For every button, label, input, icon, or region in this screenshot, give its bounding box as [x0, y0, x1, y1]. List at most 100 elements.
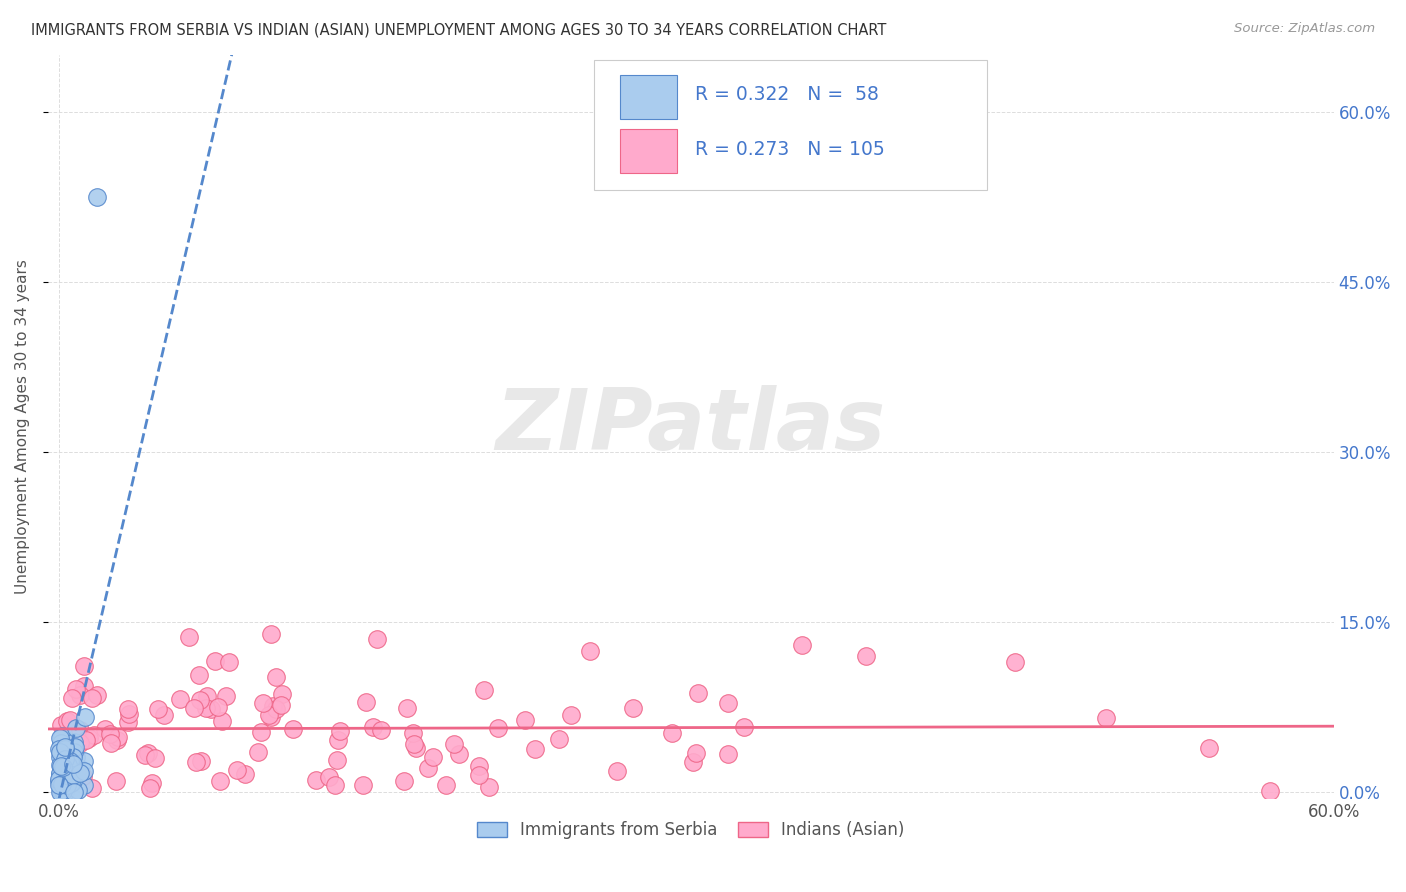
Y-axis label: Unemployment Among Ages 30 to 34 years: Unemployment Among Ages 30 to 34 years — [15, 260, 30, 594]
Point — [1094, 711, 1116, 725]
Point — [606, 764, 628, 778]
Point — [53, 775, 76, 789]
Point — [188, 693, 211, 707]
Point — [416, 761, 439, 775]
Point — [105, 732, 128, 747]
Point — [48, 767, 70, 781]
Point — [186, 755, 208, 769]
Point — [354, 695, 377, 709]
Point — [152, 707, 174, 722]
Point — [468, 768, 491, 782]
Point — [75, 709, 97, 723]
Point — [733, 720, 755, 734]
Point — [169, 691, 191, 706]
Point — [52, 775, 75, 789]
Point — [252, 696, 274, 710]
Point — [51, 783, 73, 797]
Point — [65, 721, 87, 735]
Point — [56, 744, 79, 758]
Point — [49, 766, 72, 780]
Point — [48, 785, 70, 799]
Point — [579, 643, 602, 657]
Point — [70, 768, 93, 782]
Point — [188, 668, 211, 682]
Point — [60, 759, 83, 773]
Point — [52, 778, 75, 792]
Point — [62, 734, 84, 748]
Point — [62, 773, 84, 788]
Text: R = 0.273   N = 105: R = 0.273 N = 105 — [695, 140, 884, 159]
Point — [53, 741, 76, 756]
Point — [105, 773, 128, 788]
Point — [48, 773, 70, 788]
Point — [474, 682, 496, 697]
Point — [67, 761, 90, 775]
Point — [53, 785, 76, 799]
Point — [621, 701, 644, 715]
Point — [468, 759, 491, 773]
Point — [53, 775, 76, 789]
FancyBboxPatch shape — [620, 75, 676, 119]
Point — [66, 764, 89, 778]
Point — [139, 781, 162, 796]
Legend: Immigrants from Serbia, Indians (Asian): Immigrants from Serbia, Indians (Asian) — [471, 814, 911, 846]
Point — [260, 626, 283, 640]
Point — [62, 745, 84, 759]
Point — [402, 737, 425, 751]
Point — [141, 775, 163, 789]
Point — [72, 769, 94, 783]
Point — [146, 702, 169, 716]
Point — [717, 747, 740, 761]
Point — [117, 702, 139, 716]
FancyBboxPatch shape — [595, 61, 987, 190]
Point — [49, 745, 72, 759]
Point — [98, 726, 121, 740]
Point — [49, 759, 72, 773]
Point — [225, 764, 247, 778]
Point — [661, 726, 683, 740]
Point — [51, 729, 73, 743]
Point — [326, 753, 349, 767]
Point — [1004, 655, 1026, 669]
Point — [73, 679, 96, 693]
Point — [195, 689, 218, 703]
Point — [48, 757, 70, 772]
Point — [218, 655, 240, 669]
Point — [48, 772, 70, 786]
Point — [63, 739, 86, 754]
Point — [51, 736, 73, 750]
Point — [60, 738, 83, 752]
Point — [190, 755, 212, 769]
Point — [73, 778, 96, 792]
Point — [211, 714, 233, 729]
Point — [250, 724, 273, 739]
Point — [62, 750, 84, 764]
Point — [69, 766, 91, 780]
Point — [392, 773, 415, 788]
Point — [58, 778, 80, 792]
Point — [323, 778, 346, 792]
Point — [177, 630, 200, 644]
Text: IMMIGRANTS FROM SERBIA VS INDIAN (ASIAN) UNEMPLOYMENT AMONG AGES 30 TO 34 YEARS : IMMIGRANTS FROM SERBIA VS INDIAN (ASIAN)… — [31, 22, 886, 37]
Point — [262, 698, 284, 713]
Point — [402, 726, 425, 740]
Point — [66, 783, 89, 797]
Point — [48, 731, 70, 745]
Point — [326, 733, 349, 747]
Point — [233, 766, 256, 780]
Point — [183, 701, 205, 715]
Point — [52, 764, 75, 779]
Point — [65, 681, 87, 696]
Point — [685, 746, 707, 760]
Point — [62, 772, 84, 787]
Point — [329, 724, 352, 739]
Point — [56, 714, 79, 728]
Point — [51, 777, 73, 791]
Point — [247, 745, 270, 759]
Point — [51, 742, 73, 756]
Point — [361, 720, 384, 734]
Point — [117, 714, 139, 729]
Point — [134, 748, 156, 763]
Point — [208, 774, 231, 789]
Point — [118, 707, 141, 722]
